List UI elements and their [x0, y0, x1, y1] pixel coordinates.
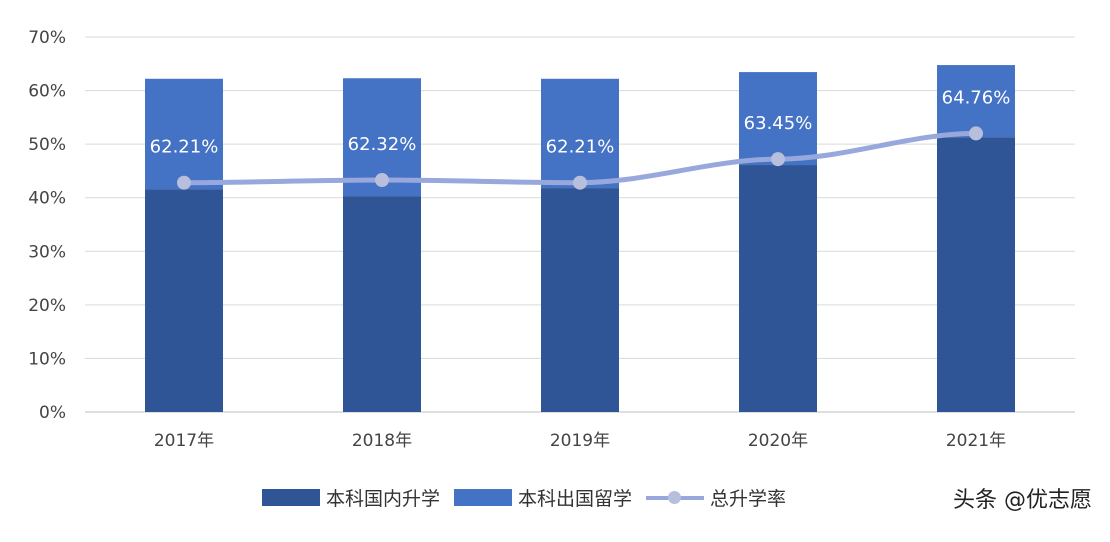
y-tick-label: 70%: [28, 28, 66, 48]
legend-item-abroad: 本科出国留学: [454, 484, 632, 511]
y-tick-label: 60%: [28, 82, 66, 102]
bar-abroad: [145, 78, 223, 190]
line-point: [573, 175, 587, 190]
bar-domestic: [541, 188, 619, 412]
bar-domestic: [937, 137, 1015, 412]
line-point: [177, 175, 191, 190]
data-label: 63.45%: [744, 113, 813, 134]
legend-label: 本科国内升学: [326, 488, 441, 510]
y-tick-label: 10%: [28, 349, 66, 369]
bar-domestic: [343, 196, 421, 412]
legend-item-domestic: 本科国内升学: [262, 484, 440, 511]
bar-domestic: [145, 189, 223, 412]
bar-abroad: [541, 78, 619, 189]
legend-label: 总升学率: [710, 488, 787, 510]
y-tick-label: 50%: [28, 135, 66, 155]
y-tick-label: 30%: [28, 242, 66, 262]
bar-abroad: [937, 65, 1015, 138]
legend-swatch: [646, 489, 705, 506]
credit-watermark: 头条 @优志愿: [953, 488, 1092, 513]
line-point: [771, 152, 785, 167]
bar-domestic: [739, 165, 817, 412]
line-point: [969, 126, 983, 141]
legend-swatch: [262, 489, 320, 506]
legend-label: 本科出国留学: [518, 488, 633, 510]
data-label: 64.76%: [942, 87, 1011, 108]
y-tick-label: 40%: [28, 189, 66, 209]
x-tick-label: 2017年: [154, 431, 214, 451]
line-point: [375, 173, 389, 188]
legend-swatch: [454, 489, 513, 506]
data-label: 62.21%: [546, 137, 615, 158]
x-tick-label: 2018年: [352, 431, 412, 451]
legend: 本科国内升学 本科出国留学 总升学率: [262, 484, 800, 511]
bar-abroad: [739, 72, 817, 166]
data-label: 62.21%: [150, 137, 219, 158]
legend-item-total: 总升学率: [646, 484, 786, 511]
data-label: 62.32%: [348, 134, 417, 155]
x-tick-label: 2019年: [550, 431, 610, 451]
y-tick-label: 20%: [28, 296, 66, 316]
x-tick-label: 2020年: [748, 431, 808, 451]
y-tick-label: 0%: [39, 403, 66, 423]
x-tick-label: 2021年: [946, 431, 1006, 451]
